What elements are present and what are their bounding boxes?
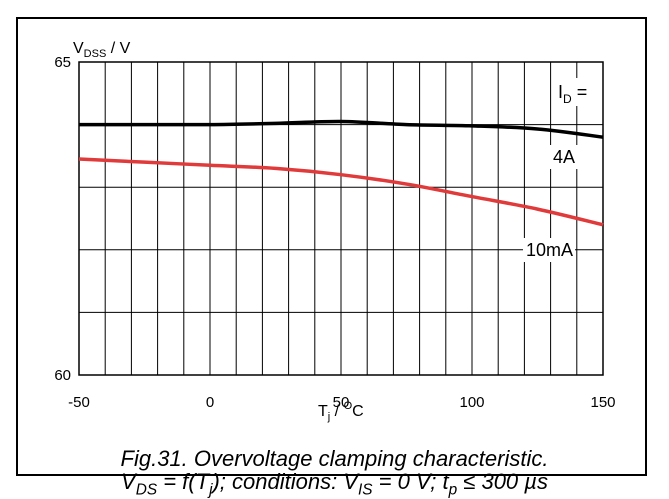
series-labels: 4A 10mA: [523, 145, 580, 262]
series-label-bg: [523, 238, 575, 262]
y-axis-label: VDSS / V: [73, 40, 131, 60]
plot-area-border: [78, 61, 604, 376]
series-line-4a: [79, 119, 604, 139]
line-chart: -50 0 50 100 150 60 65 VDSS / V Tj / OC ID = 4…: [54, 40, 615, 423]
tick-labels: -50 0 50 100 150 60 65: [54, 54, 615, 411]
x-tick-label: 0: [206, 394, 214, 411]
series-line-10ma: [78, 157, 604, 227]
x-tick-label: 50: [333, 394, 350, 411]
figure-caption-line2: VDS = f(Tj); conditions: VIS = 0 V; tp ≤…: [121, 469, 548, 499]
legend-title: ID =: [558, 82, 587, 106]
figure-frame: [16, 17, 647, 476]
y-tick-label: 65: [54, 54, 71, 71]
series-lines: [78, 119, 604, 227]
x-tick-label: -50: [68, 394, 90, 411]
x-tick-label: 100: [459, 394, 484, 411]
x-tick-label: 150: [590, 394, 615, 411]
legend-title-bg: [555, 78, 589, 106]
series-label-10ma: 10mA: [526, 240, 573, 260]
series-label-bg: [550, 145, 580, 169]
plot-border: [78, 61, 604, 376]
series-label-4a: 4A: [553, 147, 575, 167]
x-axis-label: Tj / OC: [318, 400, 364, 423]
grid: [79, 62, 603, 375]
figure-caption-line1: Fig.31. Overvoltage clamping characteris…: [120, 446, 549, 471]
y-tick-label: 60: [54, 367, 71, 384]
